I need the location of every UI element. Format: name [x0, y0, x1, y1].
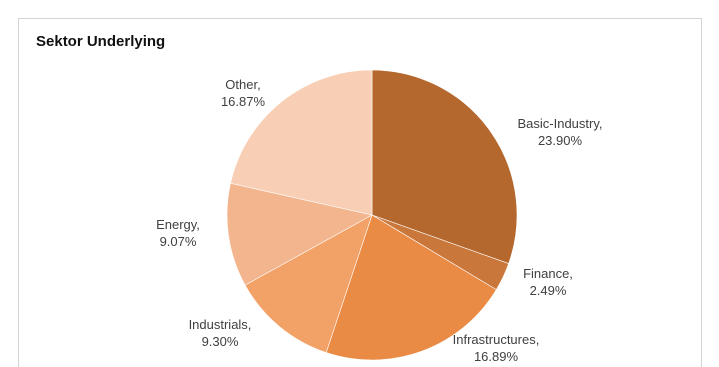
pie-slice-other [230, 69, 373, 216]
slice-name: Industrials, [189, 317, 252, 332]
slice-name: Energy, [156, 217, 200, 232]
pie-slice-infrastructures [325, 214, 497, 361]
slice-value: 16.87% [221, 94, 266, 109]
pie-slice-industrials [244, 214, 373, 353]
slice-label-basic-industry: Basic-Industry, 23.90% [517, 116, 602, 148]
chart-title: Sektor Underlying [36, 33, 166, 50]
slice-name: Finance, [523, 266, 573, 281]
slice-value: 16.89% [474, 349, 519, 364]
slice-value: 23.90% [538, 133, 583, 148]
slice-label-other: Other, 16.87% [221, 77, 266, 109]
slice-label-energy: Energy, 9.07% [156, 217, 200, 249]
slice-name: Infrastructures, [453, 332, 540, 347]
slice-label-infrastructures: Infrastructures, 16.89% [453, 332, 540, 364]
slice-name: Basic-Industry, [517, 116, 602, 131]
slice-value: 2.49% [530, 283, 567, 298]
slice-label-industrials: Industrials, 9.30% [189, 317, 252, 349]
slice-label-finance: Finance, 2.49% [523, 266, 573, 298]
pie-slice-energy [226, 182, 373, 286]
slice-value: 9.30% [202, 334, 239, 349]
slice-name: Other, [225, 77, 260, 92]
slice-value: 9.07% [160, 234, 197, 249]
pie-slice-basic-industry [371, 69, 518, 264]
